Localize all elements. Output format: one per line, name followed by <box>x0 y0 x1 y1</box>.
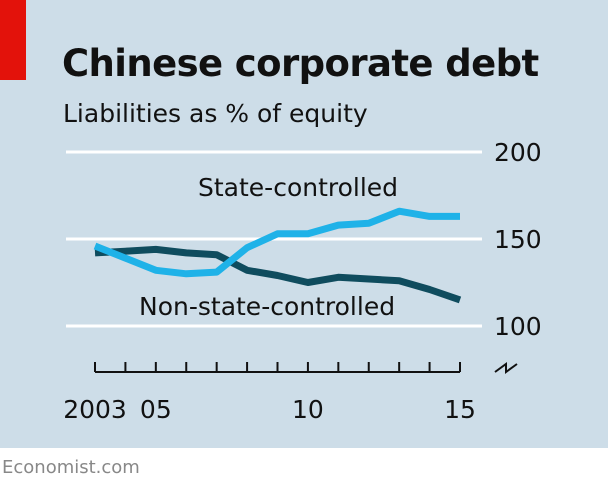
series-label-state-controlled: State-controlled <box>198 173 398 202</box>
y-axis-labels: 100 150 200 <box>494 138 542 341</box>
y-tick-label-150: 150 <box>494 225 542 254</box>
y-tick-label-100: 100 <box>494 312 542 341</box>
chart-subtitle: Liabilities as % of equity <box>63 99 368 128</box>
series-labels: State-controlled Non-state-controlled <box>139 173 398 321</box>
series-line-state-controlled <box>93 207 460 278</box>
x-tick-label-15: 15 <box>444 395 476 424</box>
series-label-non-state-controlled: Non-state-controlled <box>139 292 395 321</box>
chart-title: Chinese corporate debt <box>62 42 539 85</box>
axis-break-icon <box>494 362 518 374</box>
series-lines <box>93 207 462 304</box>
x-axis: 2003 05 10 15 <box>63 362 476 424</box>
x-tick-label-10: 10 <box>292 395 324 424</box>
brand-tag <box>0 0 26 80</box>
line-chart: 2003 05 10 15 100 150 200 State-controlled No… <box>63 138 542 424</box>
x-tick-label-2003: 2003 <box>63 395 127 424</box>
series-line-non-state-controlled <box>94 245 462 304</box>
y-tick-label-200: 200 <box>494 138 542 167</box>
chart-panel <box>0 0 608 448</box>
x-tick-label-05: 05 <box>140 395 172 424</box>
source-credit: Economist.com <box>2 457 140 478</box>
